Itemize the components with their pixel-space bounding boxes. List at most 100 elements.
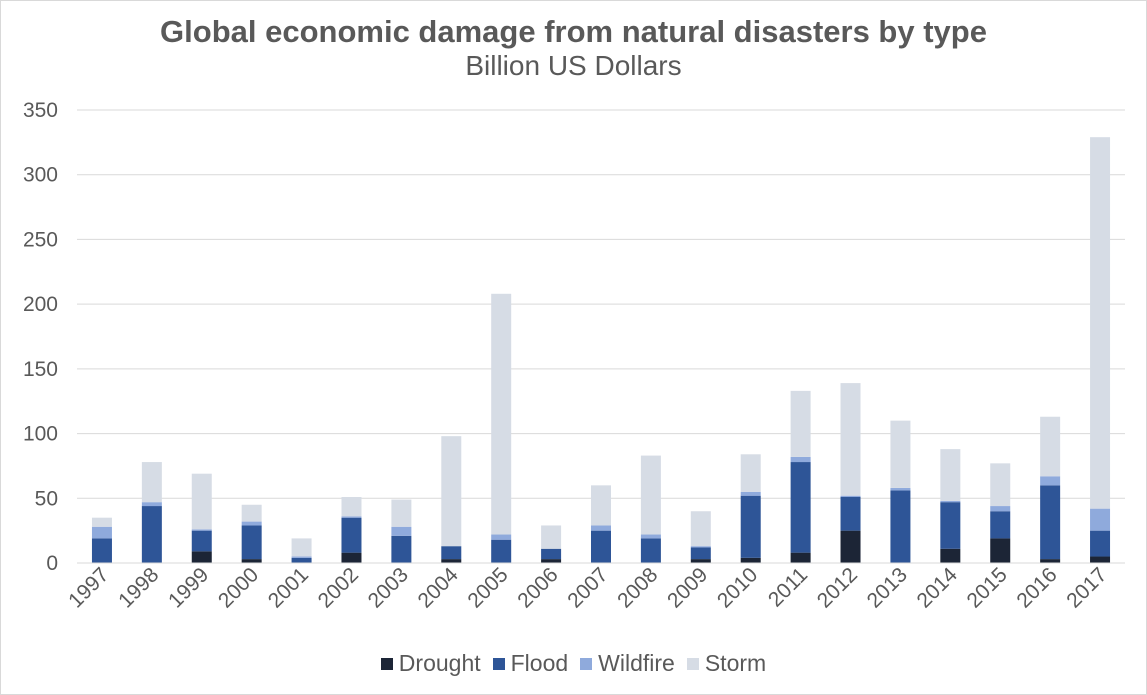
x-tick-label: 2003 xyxy=(364,563,413,612)
bar-flood-2006 xyxy=(541,548,562,560)
bar-drought-2011 xyxy=(790,552,811,563)
bar-flood-2017 xyxy=(1090,530,1111,557)
bar-wildfire-1999 xyxy=(191,529,212,531)
bar-flood-2004 xyxy=(441,546,462,560)
x-tick-label: 2000 xyxy=(214,563,263,612)
bar-wildfire-2016 xyxy=(1040,476,1061,486)
legend-label: Flood xyxy=(510,650,569,676)
x-tick-label: 2006 xyxy=(513,563,562,612)
bar-drought-2006 xyxy=(541,559,562,563)
x-tick-label: 2005 xyxy=(463,563,512,612)
bar-flood-1997 xyxy=(91,538,112,563)
bar-flood-2003 xyxy=(391,535,412,563)
x-tick-label: 2011 xyxy=(764,563,812,611)
chart-title: Global economic damage from natural disa… xyxy=(160,14,987,49)
bar-wildfire-2010 xyxy=(740,491,761,496)
bar-storm-2007 xyxy=(591,485,611,526)
bar-wildfire-1997 xyxy=(91,526,112,539)
bar-drought-2014 xyxy=(940,548,961,563)
bar-flood-1999 xyxy=(191,530,212,552)
bar-wildfire-2017 xyxy=(1090,508,1111,531)
bar-wildfire-2008 xyxy=(640,534,661,539)
bar-drought-2004 xyxy=(441,559,462,563)
bar-drought-2016 xyxy=(1040,559,1061,563)
bar-storm-2017 xyxy=(1090,137,1111,509)
y-tick-label: 300 xyxy=(23,164,58,187)
bar-storm-2006 xyxy=(541,525,562,549)
x-tick-label: 2007 xyxy=(563,563,612,612)
bar-drought-2002 xyxy=(341,552,362,563)
bar-storm-2012 xyxy=(840,383,861,496)
x-tick-label: 2010 xyxy=(713,563,762,612)
bar-wildfire-2012 xyxy=(840,495,861,497)
bar-drought-2012 xyxy=(840,530,861,563)
bar-wildfire-2011 xyxy=(790,456,811,463)
bar-wildfire-2009 xyxy=(690,546,711,548)
bar-flood-2000 xyxy=(241,525,262,560)
x-tick-label: 1999 xyxy=(164,563,213,612)
x-tick-label: 1997 xyxy=(64,563,113,612)
bar-storm-2001 xyxy=(291,538,312,557)
bar-wildfire-2005 xyxy=(491,534,512,540)
bar-storm-2004 xyxy=(441,436,462,547)
bar-wildfire-2014 xyxy=(940,500,961,503)
legend-swatch xyxy=(380,658,393,670)
bar-flood-2002 xyxy=(341,517,362,553)
bar-storm-2013 xyxy=(890,420,911,488)
x-tick-label: 2014 xyxy=(913,563,963,613)
bar-flood-1998 xyxy=(141,506,162,563)
bar-drought-2017 xyxy=(1090,556,1111,563)
x-tick-label: 2008 xyxy=(613,563,662,612)
legend-item-flood: Flood xyxy=(492,650,569,677)
bar-flood-2005 xyxy=(491,539,512,563)
bar-storm-2015 xyxy=(990,463,1011,507)
x-tick-label: 2004 xyxy=(414,563,464,613)
x-tick-label: 2012 xyxy=(813,563,862,612)
bar-flood-2015 xyxy=(990,511,1011,539)
bar-storm-2003 xyxy=(391,499,412,527)
bar-wildfire-2002 xyxy=(341,516,362,518)
bar-drought-2015 xyxy=(990,538,1011,563)
y-tick-label: 250 xyxy=(23,228,58,251)
x-tick-label: 2015 xyxy=(962,563,1011,612)
bar-drought-2010 xyxy=(740,557,761,563)
bar-storm-2011 xyxy=(790,390,811,457)
legend-label: Drought xyxy=(398,650,481,676)
bar-wildfire-2007 xyxy=(591,525,611,531)
bar-drought-2009 xyxy=(690,559,711,563)
bar-storm-1998 xyxy=(141,462,162,503)
x-tick-label: 1998 xyxy=(114,563,163,612)
legend-item-wildfire: Wildfire xyxy=(580,650,675,677)
legend-label: Storm xyxy=(704,650,767,676)
bar-storm-1999 xyxy=(191,473,212,530)
bar-flood-2016 xyxy=(1040,485,1061,560)
y-tick-label: 200 xyxy=(23,293,58,316)
x-tick-label: 2016 xyxy=(1012,563,1061,612)
x-tick-label: 2002 xyxy=(314,563,363,612)
bar-wildfire-2015 xyxy=(990,506,1011,512)
y-tick-label: 350 xyxy=(23,99,58,122)
legend-item-storm: Storm xyxy=(686,650,767,677)
bar-drought-2000 xyxy=(241,559,262,563)
x-tick-label: 2017 xyxy=(1062,563,1111,612)
bar-flood-2008 xyxy=(640,538,661,563)
y-tick-label: 50 xyxy=(35,487,58,510)
bar-storm-1997 xyxy=(91,517,112,527)
legend-item-drought: Drought xyxy=(380,650,481,677)
bar-flood-2009 xyxy=(690,547,711,560)
bar-flood-2013 xyxy=(890,490,911,563)
bar-storm-2009 xyxy=(690,511,711,547)
bar-storm-2008 xyxy=(640,455,661,535)
bar-flood-2001 xyxy=(291,557,312,563)
bar-flood-2014 xyxy=(940,502,961,549)
bar-flood-2007 xyxy=(591,530,611,563)
bar-storm-2000 xyxy=(241,504,262,522)
bar-wildfire-2000 xyxy=(241,521,262,526)
bar-flood-2010 xyxy=(740,495,761,558)
bar-wildfire-1998 xyxy=(141,502,162,507)
y-tick-label: 0 xyxy=(46,552,58,575)
bar-wildfire-2003 xyxy=(391,526,412,536)
x-tick-label: 2013 xyxy=(863,563,912,612)
